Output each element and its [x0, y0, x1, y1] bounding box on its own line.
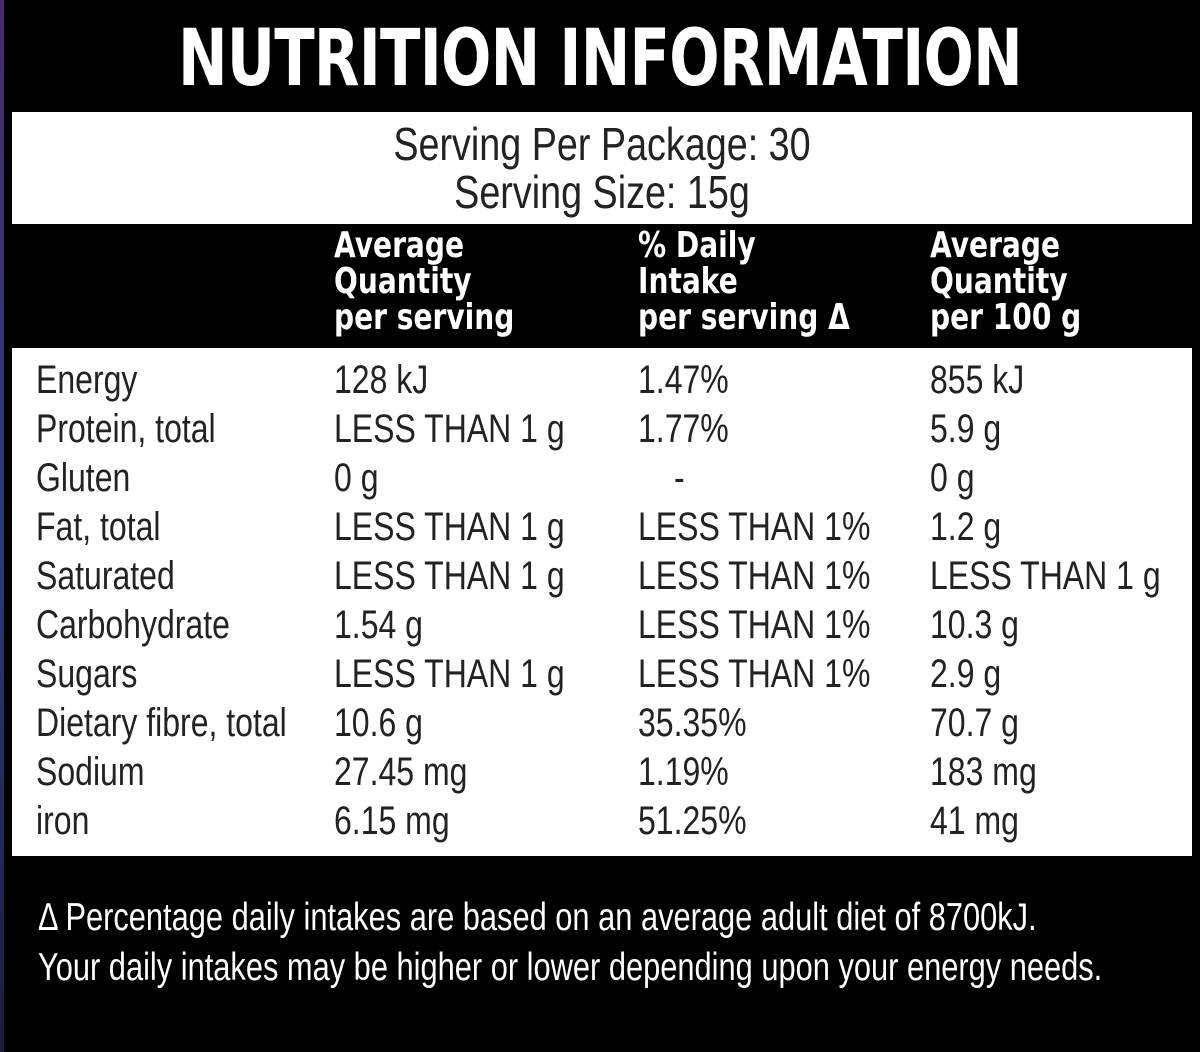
per-serving-value: 0 g	[334, 456, 379, 500]
nutrient-name: Dietary fibre, total	[36, 701, 287, 745]
daily-intake-value: LESS THAN 1%	[638, 554, 871, 598]
daily-intake-value: 35.35%	[638, 701, 747, 745]
left-edge-accent	[0, 0, 4, 1052]
table-row: Energy 128 kJ 1.47% 855 kJ	[12, 356, 1192, 405]
servings-per-package: Serving Per Package: 30	[393, 118, 811, 170]
footnote-line: Δ Percentage daily intakes are based on …	[38, 896, 1037, 939]
per-100g-value: 183 mg	[930, 750, 1037, 794]
daily-intake-value: 1.77%	[638, 407, 729, 451]
header-line: Intake	[638, 261, 738, 302]
serving-info-box: Serving Per Package: 30 Serving Size: 15…	[12, 112, 1192, 224]
per-100g-value: 855 kJ	[930, 358, 1025, 402]
header-line: per serving	[334, 297, 515, 338]
header-daily-intake: % Daily Intake per serving Δ	[638, 228, 850, 336]
per-serving-value: 6.15 mg	[334, 799, 450, 843]
per-serving-value: 10.6 g	[334, 701, 423, 745]
per-100g-value: 0 g	[930, 456, 975, 500]
per-100g-value: 2.9 g	[930, 652, 1002, 696]
nutrition-table: Energy 128 kJ 1.47% 855 kJ Protein, tota…	[12, 348, 1192, 856]
per-serving-value: LESS THAN 1 g	[334, 554, 565, 598]
per-100g-value: 41 mg	[930, 799, 1019, 843]
header-line: Average	[930, 225, 1061, 266]
per-serving-value: LESS THAN 1 g	[334, 407, 565, 451]
table-row: Sugars LESS THAN 1 g LESS THAN 1% 2.9 g	[12, 650, 1192, 699]
per-serving-value: LESS THAN 1 g	[334, 505, 565, 549]
header-line: per 100 g	[930, 297, 1082, 338]
table-row: Fat, total LESS THAN 1 g LESS THAN 1% 1.…	[12, 503, 1192, 552]
per-100g-value: 5.9 g	[930, 407, 1002, 451]
nutrient-name: Gluten	[36, 456, 131, 500]
table-row: Dietary fibre, total 10.6 g 35.35% 70.7 …	[12, 699, 1192, 748]
daily-intake-value: LESS THAN 1%	[638, 652, 871, 696]
header-line: per serving Δ	[638, 297, 850, 338]
table-row: iron 6.15 mg 51.25% 41 mg	[12, 797, 1192, 846]
nutrient-name: Fat, total	[36, 505, 161, 549]
nutrient-name: Protein, total	[36, 407, 216, 451]
nutrient-name: iron	[36, 799, 90, 843]
per-serving-value: 27.45 mg	[334, 750, 468, 794]
nutrient-name: Energy	[36, 358, 138, 402]
footnote: Δ Percentage daily intakes are based on …	[38, 893, 1102, 993]
daily-intake-value: -	[674, 456, 685, 500]
daily-intake-value: LESS THAN 1%	[638, 505, 871, 549]
nutrient-name: Saturated	[36, 554, 175, 598]
table-row: Carbohydrate 1.54 g LESS THAN 1% 10.3 g	[12, 601, 1192, 650]
nutrient-name: Carbohydrate	[36, 603, 230, 647]
table-row: Saturated LESS THAN 1 g LESS THAN 1% LES…	[12, 552, 1192, 601]
nutrient-name: Sugars	[36, 652, 138, 696]
per-100g-value: LESS THAN 1 g	[930, 554, 1161, 598]
panel-title: NUTRITION INFORMATION	[177, 14, 1023, 104]
daily-intake-value: 51.25%	[638, 799, 747, 843]
daily-intake-value: 1.19%	[638, 750, 729, 794]
header-line: Quantity	[334, 261, 472, 302]
header-per-serving: Average Quantity per serving	[334, 228, 514, 336]
table-row: Sodium 27.45 mg 1.19% 183 mg	[12, 748, 1192, 797]
header-per-100g: Average Quantity per 100 g	[930, 228, 1081, 336]
per-100g-value: 10.3 g	[930, 603, 1019, 647]
daily-intake-value: 1.47%	[638, 358, 729, 402]
table-row: Gluten 0 g - 0 g	[12, 454, 1192, 503]
per-serving-value: 128 kJ	[334, 358, 429, 402]
nutrient-name: Sodium	[36, 750, 145, 794]
table-row: Protein, total LESS THAN 1 g 1.77% 5.9 g	[12, 405, 1192, 454]
serving-size: Serving Size: 15g	[454, 166, 750, 218]
daily-intake-value: LESS THAN 1%	[638, 603, 871, 647]
per-100g-value: 70.7 g	[930, 701, 1019, 745]
header-line: % Daily	[638, 225, 756, 266]
header-line: Quantity	[930, 261, 1068, 302]
per-serving-value: 1.54 g	[334, 603, 423, 647]
header-line: Average	[334, 225, 465, 266]
per-serving-value: LESS THAN 1 g	[334, 652, 565, 696]
footnote-line: Your daily intakes may be higher or lowe…	[38, 946, 1103, 989]
per-100g-value: 1.2 g	[930, 505, 1002, 549]
